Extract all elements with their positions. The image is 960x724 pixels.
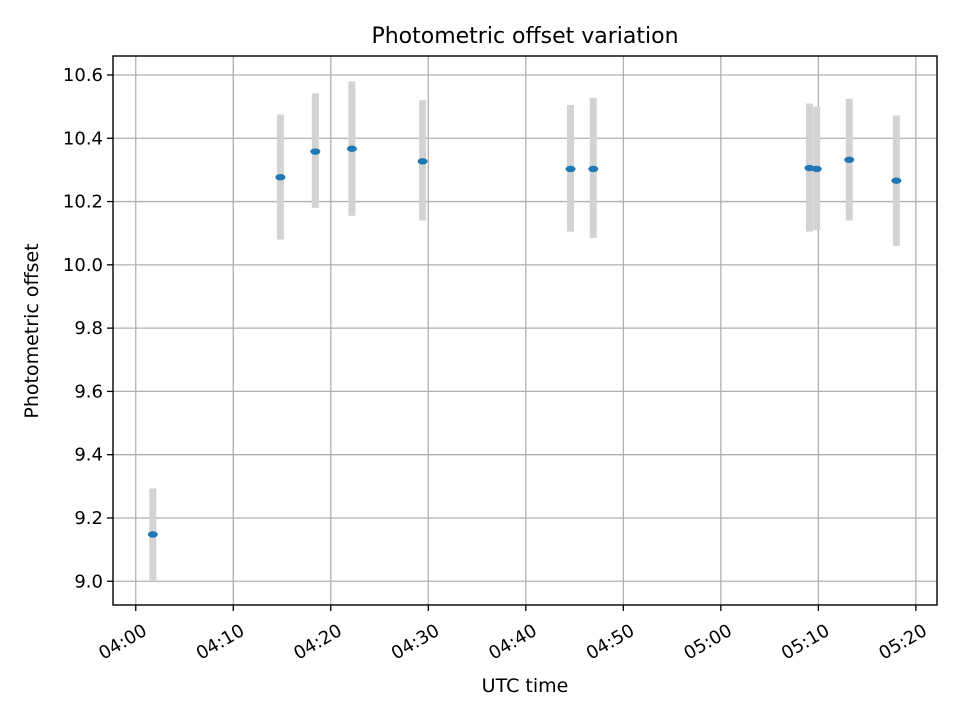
data-point <box>565 165 576 173</box>
x-tick-label: 04:00 <box>95 620 150 664</box>
y-tick-label: 9.8 <box>74 318 103 339</box>
y-tick-label: 9.2 <box>74 508 103 529</box>
y-tick-label: 9.0 <box>74 571 103 592</box>
y-axis-label: Photometric offset <box>21 243 43 418</box>
grid-lines <box>113 56 937 605</box>
x-tick-label: 04:30 <box>388 620 443 664</box>
x-tick-label: 05:10 <box>778 620 833 664</box>
y-tick-label: 9.6 <box>74 381 103 402</box>
data-point <box>891 177 902 184</box>
error-bars <box>149 81 900 582</box>
data-point <box>275 173 286 181</box>
y-tick-label: 10.4 <box>63 128 103 149</box>
data-point <box>147 531 158 538</box>
y-tick-label: 10.6 <box>63 65 103 86</box>
x-tick-label: 04:10 <box>193 620 248 664</box>
data-point <box>310 148 321 155</box>
y-tick-label: 9.4 <box>74 445 103 466</box>
data-point <box>811 165 822 173</box>
data-point <box>588 165 599 173</box>
data-points <box>147 145 902 538</box>
y-tick-label: 10.0 <box>63 255 103 276</box>
data-point <box>346 145 357 152</box>
x-tick-label: 04:40 <box>485 620 540 664</box>
data-point <box>417 158 428 165</box>
x-tick-label: 05:20 <box>875 620 930 664</box>
data-point <box>844 156 855 163</box>
plot-frame <box>112 55 938 606</box>
axis-ticks: 04:00 04:10 04:20 04:30 04:40 04:50 05:00 05:10… <box>63 65 931 664</box>
y-tick-label: 10.2 <box>63 192 103 213</box>
x-tick-label: 04:20 <box>290 620 345 664</box>
chart-title: Photometric offset variation <box>371 24 678 49</box>
x-tick-label: 04:50 <box>583 620 638 664</box>
x-axis-label: UTC time <box>482 675 569 697</box>
x-tick-label: 05:00 <box>680 620 735 664</box>
